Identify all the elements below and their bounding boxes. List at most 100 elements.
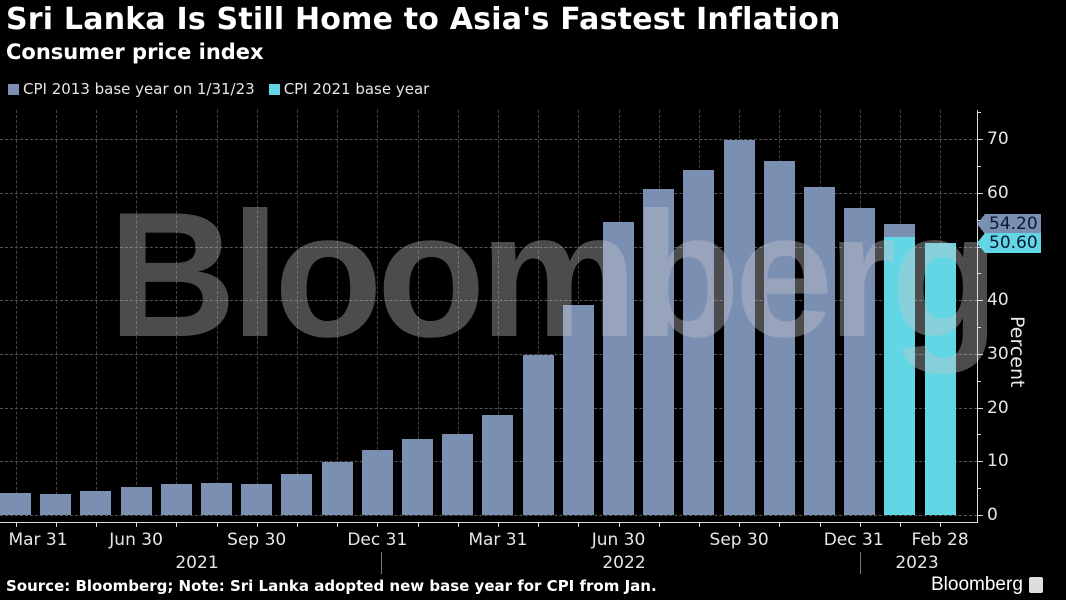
bar	[643, 188, 675, 515]
x-tick	[337, 522, 339, 527]
legend-label: CPI 2021 base year	[283, 80, 430, 98]
y-tick-label: 70	[987, 129, 1009, 150]
value-tag-2021: 50.60	[977, 233, 1041, 253]
x-tick-label: Sep 30	[227, 530, 287, 550]
gridline-vertical	[15, 110, 17, 515]
x-tick	[15, 522, 17, 527]
bar	[763, 160, 795, 515]
x-tick-label: Mar 31	[8, 530, 68, 550]
gridline-vertical	[136, 110, 138, 515]
bar	[562, 305, 594, 515]
bar	[402, 438, 433, 515]
x-tick	[538, 522, 540, 527]
legend-swatch-icon	[268, 83, 280, 95]
x-tick-label: Dec 31	[823, 530, 884, 550]
gridline-vertical	[55, 110, 57, 515]
chart-subtitle: Consumer price index	[6, 40, 264, 64]
bar	[482, 414, 514, 515]
bar	[160, 484, 192, 515]
gridline-vertical	[377, 110, 379, 515]
x-tick	[739, 522, 741, 527]
gridline-vertical	[216, 110, 218, 515]
x-tick	[55, 522, 57, 527]
bar	[442, 433, 474, 515]
legend-swatch-icon	[8, 83, 19, 95]
gridline-vertical	[176, 110, 178, 515]
x-tick	[296, 522, 298, 527]
y-tick-label: 60	[987, 182, 1009, 203]
bar	[201, 482, 232, 515]
bar	[844, 207, 876, 515]
x-tick	[578, 522, 580, 527]
y-axis-line	[977, 110, 978, 522]
bar	[884, 237, 916, 515]
source-note: Source: Bloomberg; Note: Sri Lanka adopt…	[6, 577, 657, 595]
value-tag-2013: 54.20	[977, 214, 1041, 234]
y-minor-tick	[977, 273, 981, 275]
gridline-horizontal	[0, 353, 977, 355]
y-minor-tick	[977, 434, 981, 436]
gridline-vertical	[497, 110, 499, 515]
y-axis-label: Percent	[1006, 316, 1028, 388]
y-tick	[977, 461, 983, 463]
y-tick	[977, 192, 983, 194]
y-tick	[977, 139, 983, 141]
bar	[120, 487, 152, 515]
gridline-vertical	[95, 110, 97, 515]
x-tick	[216, 522, 218, 527]
y-tick-label: 0	[987, 505, 998, 525]
bar	[924, 243, 956, 515]
x-tick	[779, 522, 781, 527]
gridline-vertical	[337, 110, 339, 515]
x-tick	[618, 522, 620, 527]
gridline-horizontal	[0, 246, 977, 248]
gridline-horizontal	[0, 139, 977, 141]
bar	[80, 490, 112, 515]
gridline-vertical	[417, 110, 419, 515]
gridline-vertical	[538, 110, 540, 515]
gridline-vertical	[296, 110, 298, 515]
legend-label: CPI 2013 base year on 1/31/23	[23, 80, 255, 98]
legend: CPI 2013 base year on 1/31/23 CPI 2021 b…	[8, 80, 429, 98]
y-tick	[977, 353, 983, 355]
y-tick-label: 30	[987, 343, 1009, 364]
bar	[40, 494, 72, 515]
brand-text: Bloomberg	[931, 574, 1023, 595]
y-minor-tick	[977, 112, 981, 114]
y-minor-tick	[977, 165, 981, 167]
y-tick-label: 20	[987, 397, 1009, 418]
x-tick	[95, 522, 97, 527]
year-separator	[381, 552, 382, 574]
bar	[241, 484, 273, 515]
bar	[0, 492, 31, 515]
x-tick-label: Jun 30	[109, 530, 163, 550]
bar	[522, 354, 554, 515]
x-tick	[698, 522, 700, 527]
x-year-label: 2023	[895, 553, 939, 573]
x-tick	[899, 522, 901, 527]
chart-title: Sri Lanka Is Still Home to Asia's Fastes…	[6, 2, 841, 37]
gridline-horizontal	[0, 300, 977, 302]
gridline-horizontal	[0, 407, 977, 409]
x-year-label: 2022	[602, 553, 646, 573]
y-tick	[977, 300, 983, 302]
x-tick	[940, 522, 942, 527]
brand-logo: Bloomberg	[931, 574, 1043, 596]
x-tick	[457, 522, 459, 527]
x-tick	[377, 522, 379, 527]
gridline-horizontal	[0, 515, 977, 516]
x-tick	[497, 522, 499, 527]
gridline-vertical	[256, 110, 258, 515]
x-tick-label: Mar 31	[468, 530, 528, 550]
x-tick	[136, 522, 138, 527]
legend-item-cpi-2013: CPI 2013 base year on 1/31/23	[8, 80, 255, 98]
bar	[804, 187, 835, 515]
x-tick	[819, 522, 821, 527]
x-tick	[256, 522, 258, 527]
x-tick-label: Jun 30	[591, 530, 646, 550]
bar	[281, 474, 313, 515]
bar	[603, 221, 634, 515]
x-axis-line	[0, 522, 978, 523]
legend-item-cpi-2021: CPI 2021 base year	[268, 80, 430, 98]
x-tick	[658, 522, 660, 527]
